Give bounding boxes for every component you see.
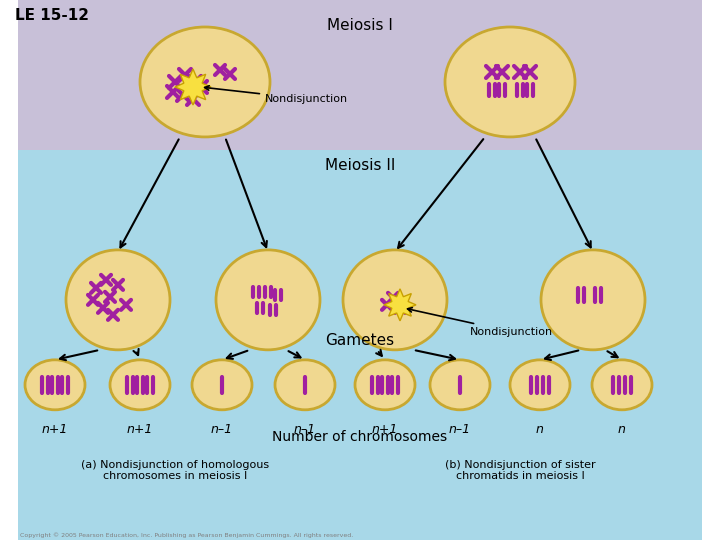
Text: n: n <box>536 423 544 436</box>
Ellipse shape <box>355 360 415 410</box>
Ellipse shape <box>275 360 335 410</box>
Text: LE 15-12: LE 15-12 <box>15 8 89 23</box>
Text: Nondisjunction: Nondisjunction <box>204 86 348 104</box>
Polygon shape <box>384 289 416 321</box>
Text: (b) Nondisjunction of sister
chromatids in meiosis I: (b) Nondisjunction of sister chromatids … <box>445 460 595 481</box>
Ellipse shape <box>110 360 170 410</box>
Text: Gametes: Gametes <box>325 333 395 348</box>
Text: Nondisjunction: Nondisjunction <box>408 308 553 337</box>
Bar <box>18 325 702 540</box>
Text: n+1: n+1 <box>127 423 153 436</box>
Text: n: n <box>618 423 626 436</box>
Text: n+1: n+1 <box>372 423 398 436</box>
Ellipse shape <box>216 250 320 350</box>
Ellipse shape <box>592 360 652 410</box>
Ellipse shape <box>66 250 170 350</box>
Text: Meiosis I: Meiosis I <box>327 18 393 33</box>
Bar <box>18 0 702 150</box>
Ellipse shape <box>192 360 252 410</box>
Ellipse shape <box>510 360 570 410</box>
Text: (a) Nondisjunction of homologous
chromosomes in meiosis I: (a) Nondisjunction of homologous chromos… <box>81 460 269 481</box>
Text: n–1: n–1 <box>211 423 233 436</box>
Text: Meiosis II: Meiosis II <box>325 158 395 173</box>
Polygon shape <box>175 69 211 105</box>
Ellipse shape <box>25 360 85 410</box>
Ellipse shape <box>445 27 575 137</box>
Text: Copyright © 2005 Pearson Education, Inc. Publishing as Pearson Benjamin Cummings: Copyright © 2005 Pearson Education, Inc.… <box>20 533 354 538</box>
Text: Number of chromosomes: Number of chromosomes <box>272 430 448 444</box>
Text: n+1: n+1 <box>42 423 68 436</box>
Ellipse shape <box>343 250 447 350</box>
Ellipse shape <box>430 360 490 410</box>
Text: n–1: n–1 <box>294 423 316 436</box>
Text: n–1: n–1 <box>449 423 471 436</box>
Bar <box>18 150 702 325</box>
Ellipse shape <box>541 250 645 350</box>
Ellipse shape <box>140 27 270 137</box>
